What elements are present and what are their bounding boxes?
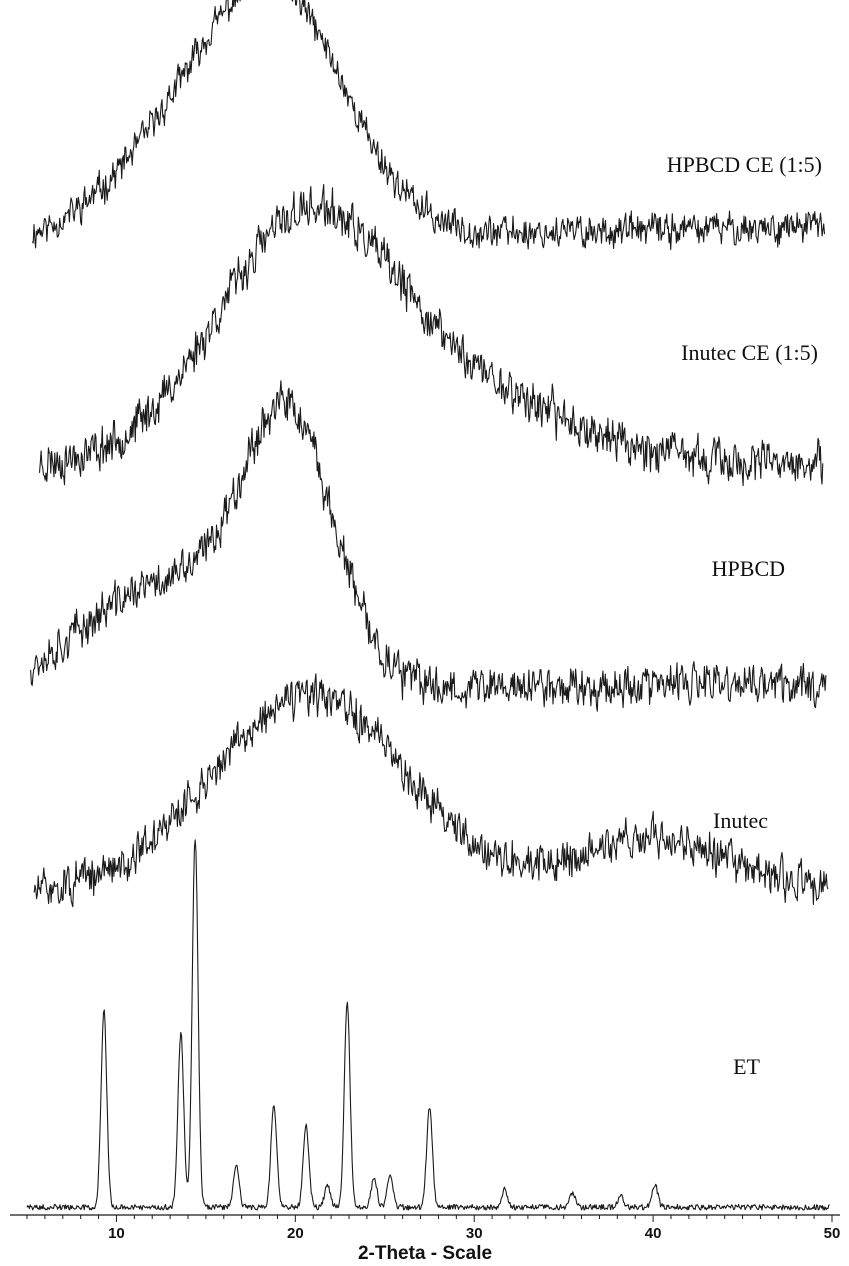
traces-layer: [26, 0, 830, 1211]
trace-inutec: [33, 673, 829, 908]
x-tick-label: 30: [466, 1225, 483, 1242]
x-tick-label: 20: [287, 1225, 304, 1242]
series-label-hpbcd-ce: HPBCD CE (1:5): [667, 152, 822, 177]
series-label-inutec: Inutec: [713, 808, 768, 833]
trace-hpbcd: [30, 380, 827, 712]
x-tick-label: 10: [108, 1225, 125, 1242]
x-tick-label: 40: [645, 1225, 662, 1242]
x-axis-ticks: 10 20 30 40 50: [26, 1215, 841, 1242]
trace-hpbcd-ce-1-5: [31, 0, 826, 251]
trace-et: [26, 839, 830, 1211]
series-label-inutec-ce: Inutec CE (1:5): [681, 340, 818, 365]
series-label-hpbcd: HPBCD: [712, 556, 785, 581]
trace-inutec-ce-1-5: [38, 183, 824, 487]
x-tick-label: 50: [824, 1225, 841, 1242]
x-axis-title: 2-Theta - Scale: [358, 1243, 492, 1264]
series-label-et: ET: [733, 1054, 760, 1079]
